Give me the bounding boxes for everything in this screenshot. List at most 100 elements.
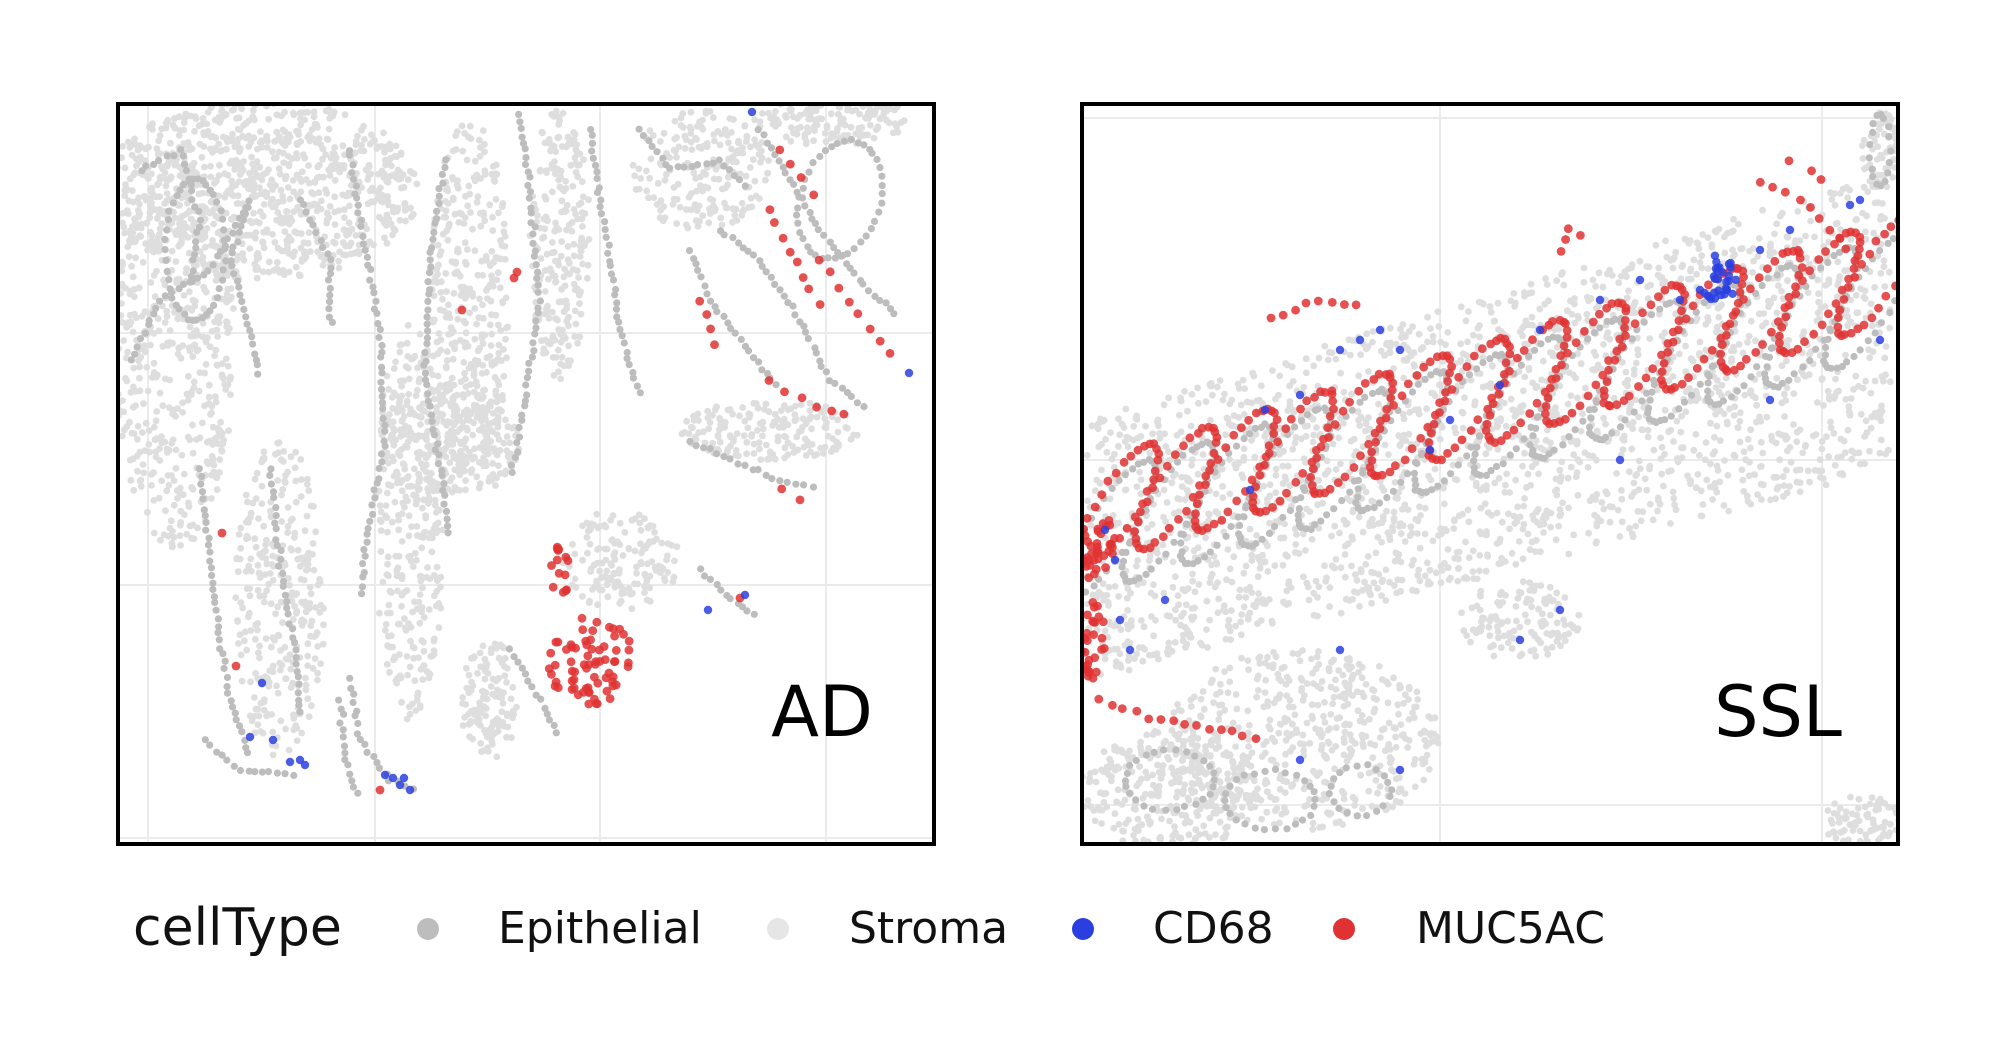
point-stroma xyxy=(308,126,316,133)
point-epithelial xyxy=(200,506,208,514)
point-stroma xyxy=(563,226,570,234)
point-epithelial xyxy=(231,709,239,717)
point-epithelial xyxy=(192,238,200,246)
point-stroma xyxy=(307,590,315,598)
point-stroma xyxy=(572,320,580,328)
point-stroma xyxy=(312,528,320,536)
point-epithelial xyxy=(837,252,846,260)
point-stroma xyxy=(473,320,480,328)
point-epithelial xyxy=(434,440,442,448)
point-stroma xyxy=(171,214,179,222)
point-stroma xyxy=(201,369,209,377)
point-stroma xyxy=(374,170,382,178)
point-stroma xyxy=(433,563,441,571)
point-stroma xyxy=(584,549,591,557)
point-epithelial xyxy=(510,653,518,661)
point-epithelial xyxy=(281,770,289,778)
point-stroma xyxy=(241,178,249,186)
point-stroma xyxy=(681,144,689,152)
point-stroma xyxy=(127,476,135,484)
point-stroma xyxy=(470,369,478,377)
point-stroma xyxy=(157,536,164,544)
point-epithelial xyxy=(731,329,739,337)
point-stroma xyxy=(381,512,389,520)
point-epithelial xyxy=(152,304,160,312)
point-epithelial xyxy=(127,356,135,364)
point-stroma xyxy=(434,270,442,278)
point-stroma xyxy=(427,470,435,477)
point-stroma xyxy=(561,265,568,273)
point-stroma xyxy=(330,108,338,116)
point-stroma xyxy=(414,689,422,697)
point-stroma xyxy=(301,154,309,162)
point-epithelial xyxy=(339,733,347,741)
point-epithelial xyxy=(361,246,369,254)
point-stroma xyxy=(741,417,749,425)
point-epithelial xyxy=(375,764,383,772)
point-stroma xyxy=(284,184,292,191)
point-stroma xyxy=(663,150,671,157)
point-stroma xyxy=(761,405,768,413)
point-stroma xyxy=(139,461,147,468)
point-stroma xyxy=(765,157,772,164)
point-stroma xyxy=(557,167,565,175)
point-stroma xyxy=(1639,508,1647,516)
point-stroma xyxy=(395,176,403,183)
point-stroma xyxy=(587,568,594,575)
point-muc5ac xyxy=(608,672,618,682)
point-stroma xyxy=(475,458,483,466)
point-epithelial xyxy=(750,354,758,362)
point-stroma xyxy=(147,228,154,236)
point-epithelial xyxy=(606,262,614,270)
point-stroma xyxy=(755,151,763,158)
point-epithelial xyxy=(518,416,526,424)
point-stroma xyxy=(808,425,815,433)
point-epithelial xyxy=(878,199,886,207)
point-stroma xyxy=(124,243,132,251)
point-epithelial xyxy=(346,770,354,778)
point-epithelial xyxy=(173,192,181,200)
point-stroma xyxy=(367,170,375,178)
point-stroma xyxy=(564,322,572,330)
point-epithelial xyxy=(179,280,188,288)
point-stroma xyxy=(405,512,413,520)
point-stroma xyxy=(430,635,438,643)
point-stroma xyxy=(293,737,301,744)
point-stroma xyxy=(614,578,622,586)
point-stroma xyxy=(473,413,481,421)
point-stroma xyxy=(331,177,339,184)
point-stroma xyxy=(617,597,625,605)
point-stroma xyxy=(406,552,414,560)
point-epithelial xyxy=(602,233,610,241)
point-epithelial xyxy=(588,139,597,147)
point-epithelial xyxy=(217,207,225,215)
point-stroma xyxy=(464,427,471,434)
point-stroma xyxy=(185,344,193,352)
point-stroma xyxy=(221,380,229,388)
point-epithelial xyxy=(615,318,623,326)
point-stroma xyxy=(248,153,256,161)
point-stroma xyxy=(1844,426,1852,434)
point-epithelial xyxy=(243,320,251,328)
point-stroma xyxy=(406,410,414,418)
point-stroma xyxy=(385,160,393,168)
point-stroma xyxy=(280,149,287,157)
point-stroma xyxy=(494,406,501,414)
point-epithelial xyxy=(312,228,320,237)
point-stroma xyxy=(258,482,266,490)
point-epithelial xyxy=(587,126,595,134)
point-stroma xyxy=(140,469,148,477)
point-epithelial xyxy=(529,239,537,247)
point-stroma xyxy=(548,336,556,344)
point-cd68 xyxy=(268,735,278,745)
point-stroma xyxy=(184,372,192,380)
point-stroma xyxy=(559,326,566,334)
point-stroma xyxy=(596,523,604,530)
point-stroma xyxy=(418,460,425,467)
point-epithelial xyxy=(326,291,334,299)
point-stroma xyxy=(208,328,216,335)
point-stroma xyxy=(260,706,268,714)
point-stroma xyxy=(314,669,321,677)
point-stroma xyxy=(489,690,496,698)
point-stroma xyxy=(586,597,593,605)
